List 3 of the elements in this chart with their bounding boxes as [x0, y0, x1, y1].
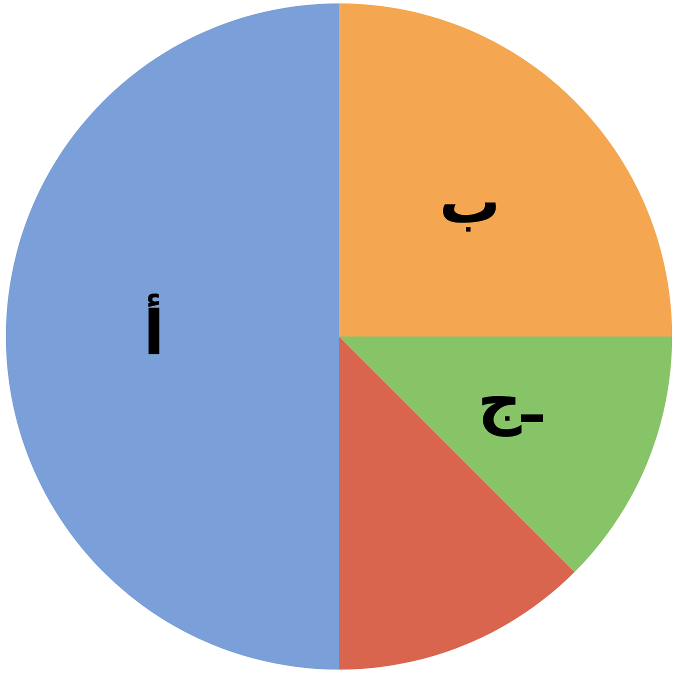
- slice-label: أ: [148, 293, 160, 354]
- slice-label: ب: [443, 202, 496, 232]
- slice-label: جـ: [482, 396, 544, 437]
